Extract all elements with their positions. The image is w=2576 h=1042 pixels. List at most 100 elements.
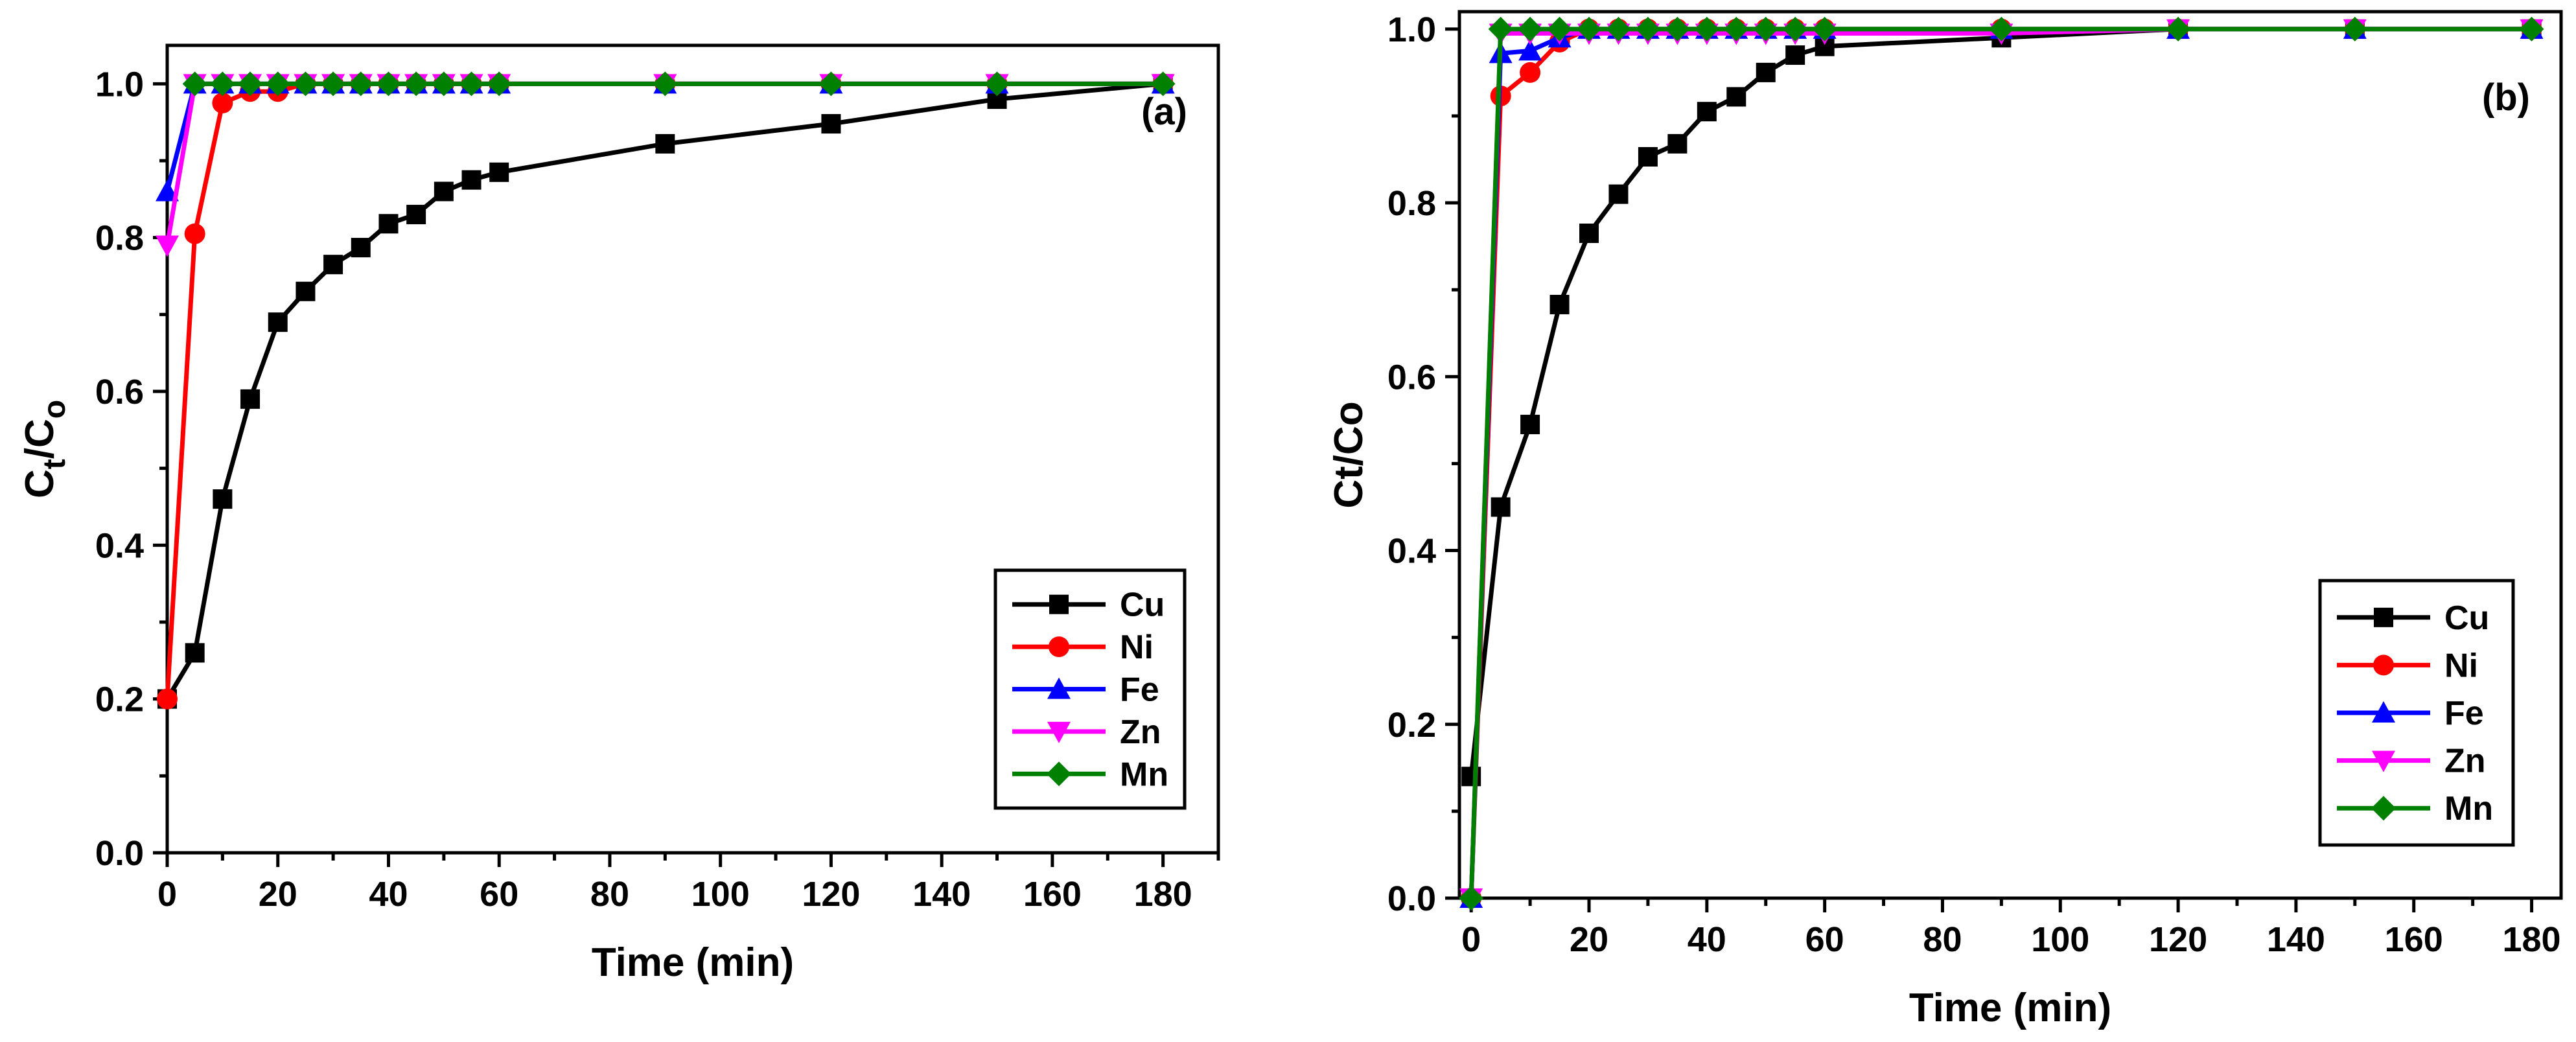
data-point-fe (156, 179, 179, 202)
data-point-zn (156, 235, 179, 257)
legend: Cu Ni Fe Zn Mn (993, 568, 1187, 810)
legend-marker-cu (1049, 594, 1069, 614)
data-point-ni (1520, 62, 1541, 83)
x-tick-label: 100 (2031, 920, 2089, 959)
data-point-cu (351, 238, 371, 258)
x-tick-label: 160 (2385, 920, 2443, 959)
data-point-cu (1697, 102, 1717, 122)
x-tick-label: 120 (802, 875, 860, 914)
x-tick-label: 160 (1023, 875, 1082, 914)
legend-label-zn: Zn (2444, 743, 2486, 780)
data-point-cu (1785, 45, 1805, 65)
legend-label-fe: Fe (2444, 695, 2484, 732)
legend-marker-ni (1049, 636, 1069, 658)
series-mn (1459, 16, 2544, 910)
x-tick-label: 40 (1688, 920, 1726, 959)
data-point-cu (489, 162, 509, 182)
legend-label-ni: Ni (2444, 647, 2478, 684)
data-point-cu (268, 312, 288, 332)
series-line-zn (165, 81, 1163, 246)
data-point-cu (378, 214, 399, 234)
data-point-mn (321, 71, 346, 97)
data-point-ni (212, 93, 233, 113)
data-point-cu (655, 133, 675, 154)
x-tick-label: 180 (2502, 920, 2560, 959)
data-point-cu (1638, 146, 1658, 167)
legend-label-cu: Cu (1120, 586, 1165, 624)
x-tick-label: 0 (1461, 920, 1481, 959)
data-point-mn (348, 71, 373, 97)
data-point-mn (818, 71, 844, 97)
data-point-cu (1608, 184, 1629, 204)
x-tick-label: 140 (912, 875, 971, 914)
legend-marker-zn (2372, 750, 2395, 772)
data-point-cu (1756, 62, 1776, 82)
data-point-mn (376, 71, 401, 97)
data-point-mn (1753, 16, 1778, 41)
data-point-mn (293, 71, 318, 97)
x-axis-title: Time (min) (1909, 986, 2111, 1030)
legend-label-cu: Cu (2444, 599, 2489, 637)
data-point-mn (2166, 16, 2191, 41)
data-point-mn (984, 71, 1010, 97)
y-tick-label: 0.8 (1387, 184, 1436, 223)
x-tick-label: 0 (157, 875, 177, 914)
x-axis-title: Time (min) (592, 940, 794, 985)
x-tick-label: 100 (691, 875, 750, 914)
y-tick-label: 0.6 (95, 373, 144, 411)
data-point-cu (821, 114, 841, 134)
legend-marker-mn (2371, 796, 2396, 821)
y-axis-title: Ct/Co (17, 400, 72, 498)
data-point-mn (210, 71, 235, 97)
data-point-fe (1518, 39, 1542, 61)
data-point-mn (238, 71, 263, 97)
data-point-cu (213, 489, 233, 509)
y-tick-label: 0.8 (95, 219, 144, 258)
legend-label-zn: Zn (1120, 713, 1161, 751)
legend-marker-zn (1047, 721, 1071, 743)
data-point-cu (434, 181, 454, 202)
plot-frame (1457, 10, 2563, 900)
data-point-mn (265, 71, 290, 97)
legend-label-fe: Fe (1120, 671, 1159, 709)
x-tick-label: 40 (369, 875, 408, 914)
legend-label-ni: Ni (1120, 629, 1154, 666)
x-tick-label: 180 (1134, 875, 1192, 914)
y-tick-label: 0.4 (1387, 532, 1436, 571)
data-point-ni (184, 223, 205, 244)
data-point-cu (461, 170, 482, 190)
legend: Cu Ni Fe Zn Mn (2318, 579, 2515, 847)
y-axis-title: Ct/Co (1327, 401, 1371, 508)
legend-marker-fe (2372, 701, 2395, 723)
series-mn (182, 71, 1176, 97)
data-point-cu (1520, 415, 1540, 435)
data-point-cu (406, 205, 426, 225)
data-point-mn (1547, 16, 1572, 41)
data-point-cu (1667, 133, 1688, 154)
x-tick-label: 60 (480, 875, 518, 914)
data-point-mn (2342, 16, 2367, 41)
data-point-mn (1724, 16, 1749, 41)
x-tick-label: 80 (590, 875, 629, 914)
y-tick-label: 0.6 (1387, 358, 1436, 397)
data-point-mn (459, 71, 484, 97)
legend-marker-cu (2374, 607, 2393, 627)
x-tick-label: 60 (1805, 920, 1844, 959)
y-tick-label: 1.0 (95, 65, 144, 104)
legend-marker-fe (1047, 677, 1071, 699)
data-point-mn (1694, 16, 1719, 41)
panel-label: (a) (1141, 91, 1187, 133)
data-point-cu (1579, 224, 1599, 243)
data-point-mn (1812, 16, 1837, 41)
data-point-mn (653, 71, 678, 97)
data-point-mn (1606, 16, 1631, 41)
data-point-mn (431, 71, 456, 97)
data-point-mn (1665, 16, 1690, 41)
chart-panel-b: 0 20 40 60 80 100 120 140 160 180 0.0 0.2 0.4 0.6 0.8 1… (1327, 10, 2563, 1030)
y-tick-label: 0.0 (1387, 879, 1436, 918)
legend-label-mn: Mn (1120, 756, 1168, 793)
y-tick-label: 0.0 (95, 834, 144, 873)
data-point-cu (323, 255, 343, 275)
series-zn (156, 74, 1175, 257)
